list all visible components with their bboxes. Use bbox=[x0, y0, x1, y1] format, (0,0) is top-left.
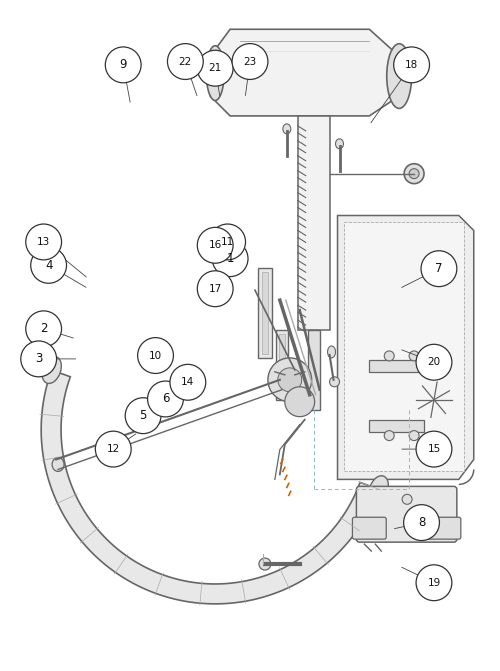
Circle shape bbox=[416, 344, 452, 380]
Text: 2: 2 bbox=[40, 322, 48, 336]
Text: 21: 21 bbox=[208, 63, 222, 73]
Bar bbox=[298, 116, 330, 330]
FancyBboxPatch shape bbox=[352, 517, 386, 539]
Circle shape bbox=[170, 364, 205, 400]
Bar bbox=[258, 268, 272, 358]
Text: 7: 7 bbox=[435, 262, 442, 275]
Ellipse shape bbox=[369, 476, 388, 503]
Text: 10: 10 bbox=[149, 350, 162, 360]
Circle shape bbox=[416, 431, 452, 467]
Circle shape bbox=[210, 224, 246, 260]
Text: 4: 4 bbox=[45, 259, 52, 272]
Circle shape bbox=[384, 431, 394, 441]
Circle shape bbox=[198, 271, 233, 307]
Circle shape bbox=[409, 351, 419, 361]
Text: 9: 9 bbox=[120, 58, 127, 71]
Circle shape bbox=[125, 398, 161, 433]
Circle shape bbox=[278, 368, 301, 392]
Polygon shape bbox=[338, 215, 474, 479]
Bar bbox=[276, 330, 288, 400]
Text: 12: 12 bbox=[106, 444, 120, 454]
Bar bbox=[262, 272, 268, 354]
Text: 11: 11 bbox=[221, 237, 234, 247]
Ellipse shape bbox=[409, 168, 419, 178]
Circle shape bbox=[168, 44, 203, 79]
Circle shape bbox=[330, 377, 340, 386]
Circle shape bbox=[21, 341, 57, 377]
Ellipse shape bbox=[386, 44, 411, 109]
Text: 15: 15 bbox=[428, 444, 440, 454]
Text: 17: 17 bbox=[208, 284, 222, 294]
Circle shape bbox=[198, 50, 233, 86]
Text: 6: 6 bbox=[162, 393, 169, 405]
Ellipse shape bbox=[206, 46, 224, 101]
FancyBboxPatch shape bbox=[356, 486, 457, 542]
Circle shape bbox=[96, 431, 131, 467]
Text: 19: 19 bbox=[428, 578, 440, 588]
Circle shape bbox=[232, 44, 268, 79]
Ellipse shape bbox=[52, 458, 64, 472]
Text: 5: 5 bbox=[140, 409, 147, 422]
FancyBboxPatch shape bbox=[427, 517, 461, 539]
Circle shape bbox=[421, 251, 457, 287]
Bar bbox=[370, 360, 424, 372]
Polygon shape bbox=[210, 30, 399, 116]
Polygon shape bbox=[41, 370, 378, 604]
Bar bbox=[308, 330, 320, 410]
Circle shape bbox=[148, 381, 184, 417]
Text: 23: 23 bbox=[244, 56, 256, 66]
Circle shape bbox=[384, 351, 394, 361]
Text: 20: 20 bbox=[428, 357, 440, 367]
Text: 14: 14 bbox=[181, 377, 194, 387]
Text: 18: 18 bbox=[405, 60, 418, 70]
Bar bbox=[279, 334, 285, 396]
Ellipse shape bbox=[283, 124, 291, 134]
Circle shape bbox=[198, 227, 233, 263]
Text: 16: 16 bbox=[208, 240, 222, 250]
Circle shape bbox=[285, 386, 314, 417]
Circle shape bbox=[404, 505, 440, 541]
Bar bbox=[370, 419, 424, 431]
Circle shape bbox=[259, 558, 271, 570]
Ellipse shape bbox=[336, 139, 344, 149]
Circle shape bbox=[212, 241, 248, 276]
Text: 13: 13 bbox=[37, 237, 51, 247]
Text: 3: 3 bbox=[35, 352, 42, 366]
Circle shape bbox=[106, 47, 141, 83]
Circle shape bbox=[30, 248, 66, 283]
Circle shape bbox=[409, 431, 419, 441]
Circle shape bbox=[26, 224, 62, 260]
Circle shape bbox=[26, 311, 62, 347]
Bar bbox=[344, 223, 464, 472]
Circle shape bbox=[394, 47, 430, 83]
Circle shape bbox=[416, 565, 452, 601]
Text: 22: 22 bbox=[178, 56, 192, 66]
Ellipse shape bbox=[328, 346, 336, 358]
Text: 8: 8 bbox=[418, 516, 425, 529]
Ellipse shape bbox=[42, 356, 62, 383]
Circle shape bbox=[268, 358, 312, 402]
Ellipse shape bbox=[404, 164, 424, 184]
Text: 1: 1 bbox=[226, 252, 234, 265]
Circle shape bbox=[402, 495, 412, 505]
Circle shape bbox=[138, 338, 173, 374]
